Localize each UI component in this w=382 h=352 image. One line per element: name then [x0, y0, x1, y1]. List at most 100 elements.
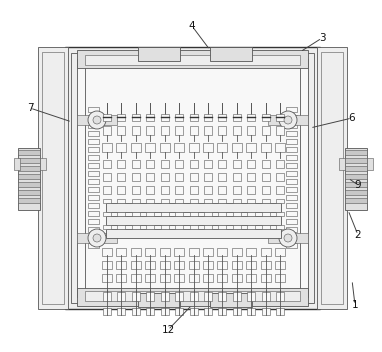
Bar — [232, 274, 242, 282]
Bar — [132, 160, 140, 168]
Bar — [88, 187, 99, 192]
Bar — [175, 126, 183, 135]
Bar — [103, 199, 111, 203]
Bar — [233, 308, 241, 315]
Bar — [217, 248, 227, 256]
Bar — [145, 143, 155, 152]
Bar — [132, 308, 140, 315]
Bar — [247, 186, 255, 194]
Circle shape — [284, 116, 292, 124]
Bar — [275, 261, 285, 269]
Bar — [117, 114, 125, 121]
Bar — [345, 158, 367, 163]
Bar — [117, 212, 125, 216]
Bar — [18, 166, 40, 171]
Bar — [65, 47, 320, 309]
Bar — [117, 308, 125, 315]
Bar — [175, 308, 183, 315]
Bar — [276, 160, 284, 168]
Bar — [345, 174, 367, 179]
Bar — [106, 229, 281, 238]
Bar — [88, 163, 99, 168]
Bar — [117, 160, 125, 168]
Bar — [146, 308, 154, 315]
Bar — [138, 293, 180, 307]
Text: 9: 9 — [355, 180, 361, 190]
Bar — [88, 179, 99, 184]
Bar — [261, 274, 270, 282]
Bar — [233, 114, 241, 121]
Bar — [131, 274, 141, 282]
Bar — [161, 225, 169, 229]
Bar — [247, 173, 255, 181]
Bar — [103, 115, 117, 125]
Bar — [103, 114, 111, 121]
Bar — [233, 126, 241, 135]
Bar — [188, 248, 199, 256]
Bar — [286, 195, 297, 200]
Bar — [219, 292, 226, 301]
Bar — [286, 147, 297, 152]
Bar — [161, 212, 169, 216]
Bar — [18, 190, 40, 195]
Bar — [275, 248, 285, 256]
Bar — [233, 160, 241, 168]
Bar — [286, 155, 297, 160]
Bar — [247, 160, 255, 168]
Bar — [247, 212, 255, 216]
Bar — [146, 186, 154, 194]
Bar — [276, 308, 284, 315]
Bar — [88, 139, 99, 144]
Bar — [189, 225, 197, 229]
Bar — [174, 261, 184, 269]
Bar — [233, 212, 241, 216]
Text: 4: 4 — [189, 21, 195, 31]
Bar — [117, 173, 125, 181]
Bar — [339, 158, 345, 170]
Bar — [18, 174, 40, 179]
Bar — [345, 198, 367, 203]
Bar — [18, 198, 40, 203]
Bar — [262, 160, 270, 168]
Bar — [276, 173, 284, 181]
Bar — [174, 274, 184, 282]
Bar — [262, 186, 270, 194]
Bar — [189, 308, 197, 315]
Bar — [219, 173, 226, 181]
Bar — [219, 199, 226, 203]
Bar — [103, 212, 111, 216]
Bar — [131, 261, 141, 269]
Bar — [88, 123, 99, 128]
Bar — [276, 292, 284, 301]
Bar — [262, 114, 270, 121]
Bar — [188, 274, 199, 282]
Bar — [146, 292, 154, 301]
Bar — [246, 261, 256, 269]
Bar — [276, 114, 284, 121]
Text: 12: 12 — [161, 325, 175, 335]
Bar — [160, 274, 170, 282]
Bar — [88, 243, 99, 248]
Bar — [161, 308, 169, 315]
Bar — [132, 173, 140, 181]
Bar — [210, 293, 252, 307]
Bar — [117, 126, 125, 135]
Bar — [345, 148, 367, 210]
Bar — [262, 308, 270, 315]
Bar — [204, 173, 212, 181]
Bar — [247, 114, 255, 121]
Bar — [103, 160, 111, 168]
Bar — [204, 186, 212, 194]
Circle shape — [88, 229, 106, 247]
Circle shape — [93, 234, 101, 242]
Bar — [77, 115, 91, 125]
Bar — [247, 292, 255, 301]
Bar — [233, 173, 241, 181]
Bar — [262, 199, 270, 203]
Bar — [160, 261, 170, 269]
Bar — [219, 114, 226, 121]
Bar — [132, 225, 140, 229]
Bar — [131, 248, 141, 256]
Bar — [189, 160, 197, 168]
Bar — [203, 274, 213, 282]
